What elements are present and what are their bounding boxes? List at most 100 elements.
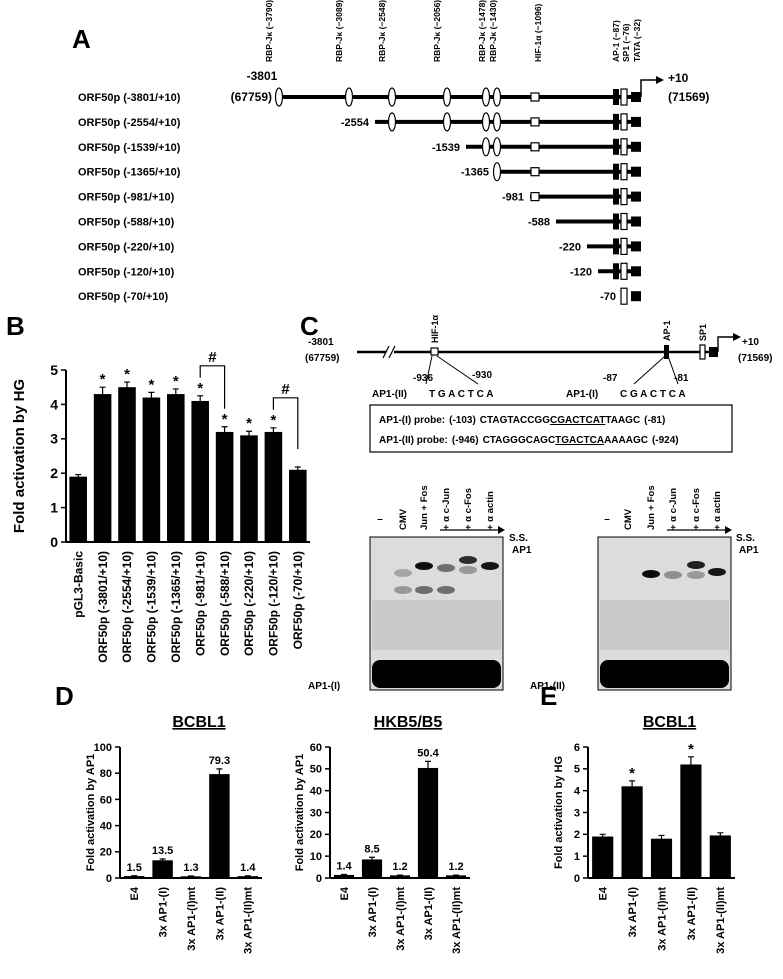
x-tick-label: 3x AP1-(II) (214, 887, 226, 941)
data-label: 1.2 (448, 861, 463, 873)
y-tick-label: 0 (106, 873, 112, 885)
bar (333, 874, 355, 878)
x-tick-label: ORF50p (-1365/+10) (169, 551, 183, 663)
site-label: RBP-Jκ (−1478) (477, 0, 487, 62)
end-coord: (71569) (668, 90, 709, 104)
y-tick-label: 2 (574, 829, 580, 841)
sp1-site (620, 138, 628, 156)
y-tick-label: 50 (310, 764, 322, 776)
y-axis-label: Fold activation by HG (553, 756, 565, 869)
bar (209, 774, 230, 878)
significance-star: * (100, 371, 106, 388)
band-label: S.S. (509, 533, 528, 544)
data-label: 8.5 (364, 843, 379, 855)
free-probe (600, 660, 729, 688)
band-label: S.S. (736, 533, 755, 544)
tata-site (631, 191, 641, 202)
ap1-site (664, 345, 669, 359)
rbp-site (387, 87, 397, 107)
band-label: AP1 (739, 545, 759, 556)
site-label: RBP-Jκ (−2056) (432, 0, 442, 62)
gel-smear (600, 600, 729, 650)
x-tick-label: 3x AP1-(I) (627, 887, 639, 938)
lane-label: + α c-Fos (463, 488, 474, 530)
ap1-site (613, 188, 619, 205)
lane-label: Jun + Fos (646, 485, 657, 530)
x-tick-label: ORF50p (-588/+10) (218, 551, 232, 656)
construct-start: -588 (528, 217, 550, 229)
probe-after: AAAAGC (604, 435, 648, 446)
gel-band (394, 586, 412, 594)
significance-star: * (270, 412, 276, 429)
line (667, 355, 679, 385)
bar (709, 835, 731, 878)
tata-site (631, 266, 641, 277)
y-tick-label: 60 (310, 742, 322, 754)
sp1-site (699, 344, 706, 360)
break-mark (382, 345, 396, 359)
panel-label: E (540, 681, 557, 711)
lane-label: + α actin (485, 491, 496, 530)
probe-label: AP1-(I) (308, 681, 340, 692)
construct-name: ORF50p (-588/+10) (78, 217, 175, 229)
probe-end: (-924) (652, 435, 679, 446)
gel-band (664, 571, 682, 579)
site-label: AP-1 (−87) (611, 20, 621, 62)
bar (142, 397, 161, 542)
bracket (199, 365, 226, 409)
ap1-site (613, 263, 619, 280)
probe-motif: TGACTCA (555, 435, 604, 446)
x-tick-label: 3x AP1-(II)mt (451, 887, 463, 954)
hif-site (530, 192, 540, 202)
error-bar (221, 426, 228, 438)
site-label: TATA (−32) (632, 19, 642, 62)
rbp-site (492, 162, 502, 182)
hif-site (530, 167, 540, 177)
y-tick-label: 0 (574, 873, 580, 885)
construct-name: ORF50p (-70/+10) (78, 291, 169, 303)
probe-start: (-946) (452, 435, 479, 446)
tata-site (631, 141, 641, 152)
rbp-site (387, 112, 397, 132)
construct-name: ORF50p (-981/+10) (78, 192, 175, 204)
lane-label: – (377, 514, 383, 525)
x-tick-label: ORF50p (-220/+10) (242, 551, 256, 656)
construct-name: ORF50p (-3801/+10) (78, 92, 181, 104)
x-tick-label: ORF50p (-981/+10) (193, 551, 207, 656)
line (633, 355, 666, 385)
panel-label: C (300, 311, 319, 341)
y-tick-label: 0 (50, 534, 58, 550)
x-tick-label: ORF50p (-2554/+10) (120, 551, 134, 663)
probe-after: TAAGC (605, 415, 640, 426)
y-axis-label: Fold activation by AP1 (294, 754, 306, 872)
error-bar (131, 875, 138, 877)
hif-site (530, 92, 540, 102)
site-position: -81 (674, 373, 689, 384)
y-tick-label: 2 (50, 465, 58, 481)
bar (650, 838, 673, 878)
x-tick-label: 3x AP1-(I)mt (656, 887, 668, 951)
data-label: 1.4 (336, 861, 352, 873)
y-tick-label: 1 (50, 500, 58, 516)
site-label: RBP-Jκ (−1430) (488, 0, 498, 62)
data-label: 1.4 (240, 862, 256, 874)
error-bar (244, 875, 251, 877)
bar (123, 876, 145, 878)
probe-sequence: AP1-(II) probe: (-946) CTAGGGCAGCTGACTCAAA… (379, 435, 679, 446)
construct-start: -120 (570, 266, 592, 278)
probe-name: AP1-(I) probe: (379, 415, 445, 426)
gel-band (481, 562, 499, 570)
y-tick-label: 20 (310, 829, 322, 841)
rbp-site (274, 87, 284, 107)
significance-star: * (197, 380, 203, 397)
site-label: RBP-Jκ (−2548) (377, 0, 387, 62)
construct-name: ORF50p (-2554/+10) (78, 117, 181, 129)
chart-title: BCBL1 (172, 714, 225, 731)
hif-site (430, 347, 439, 356)
end-label: +10 (742, 337, 759, 348)
rbp-site (492, 112, 502, 132)
site-name: AP1-(II) (372, 389, 407, 400)
probe-box (369, 404, 733, 453)
ap1-site (613, 113, 619, 130)
x-tick-label: ORF50p (-70/+10) (291, 551, 305, 649)
